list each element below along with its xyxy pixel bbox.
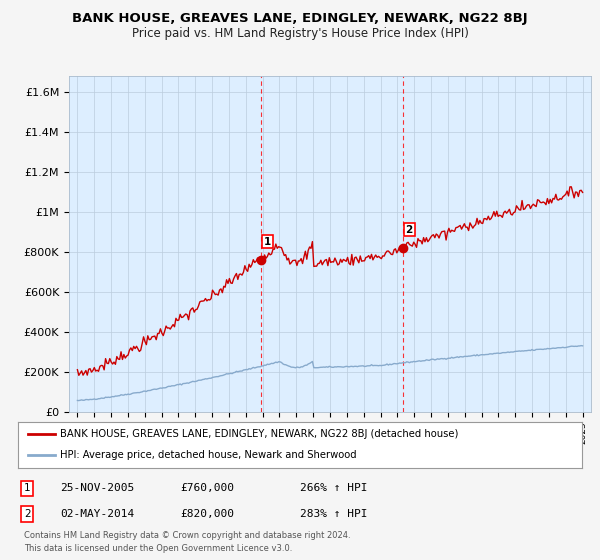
Text: 266% ↑ HPI: 266% ↑ HPI (300, 483, 367, 493)
Text: 283% ↑ HPI: 283% ↑ HPI (300, 509, 367, 519)
Text: 1: 1 (24, 483, 31, 493)
Text: 2: 2 (24, 509, 31, 519)
Text: 1: 1 (263, 237, 271, 246)
Text: 2: 2 (406, 225, 413, 235)
Text: 02-MAY-2014: 02-MAY-2014 (60, 509, 134, 519)
Text: This data is licensed under the Open Government Licence v3.0.: This data is licensed under the Open Gov… (24, 544, 292, 553)
Text: 25-NOV-2005: 25-NOV-2005 (60, 483, 134, 493)
Text: £820,000: £820,000 (180, 509, 234, 519)
Text: BANK HOUSE, GREAVES LANE, EDINGLEY, NEWARK, NG22 8BJ (detached house): BANK HOUSE, GREAVES LANE, EDINGLEY, NEWA… (60, 429, 458, 439)
Text: BANK HOUSE, GREAVES LANE, EDINGLEY, NEWARK, NG22 8BJ: BANK HOUSE, GREAVES LANE, EDINGLEY, NEWA… (72, 12, 528, 25)
Text: Price paid vs. HM Land Registry's House Price Index (HPI): Price paid vs. HM Land Registry's House … (131, 27, 469, 40)
Text: HPI: Average price, detached house, Newark and Sherwood: HPI: Average price, detached house, Newa… (60, 450, 357, 460)
Text: Contains HM Land Registry data © Crown copyright and database right 2024.: Contains HM Land Registry data © Crown c… (24, 531, 350, 540)
Text: £760,000: £760,000 (180, 483, 234, 493)
